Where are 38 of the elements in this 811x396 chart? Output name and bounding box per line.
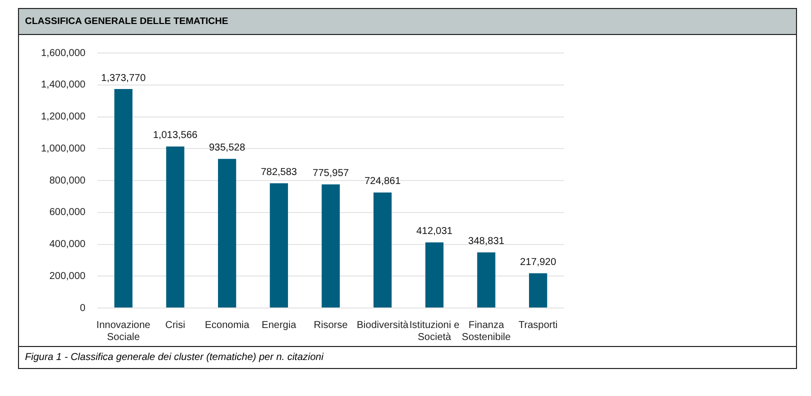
x-tick-label: Risorse	[314, 320, 348, 331]
x-tick-label: Istituzioni e Società	[409, 320, 460, 343]
data-label: 775,957	[312, 168, 350, 180]
y-tick-label: 1,200,000	[40, 112, 86, 122]
data-label: 1,373,770	[101, 72, 146, 84]
bar	[114, 89, 132, 308]
chart-title: CLASSIFICA GENERALE DELLE TEMATICHE	[19, 9, 796, 35]
y-tick-label: 400,000	[49, 239, 86, 250]
x-tick-label: Energia	[262, 320, 297, 331]
y-tick-label: 600,000	[49, 207, 86, 218]
data-label: 348,831	[468, 236, 505, 248]
x-tick-label: Crisi	[165, 320, 186, 331]
x-tick-label: Economia	[204, 320, 250, 331]
bar	[425, 242, 444, 308]
bar	[166, 146, 184, 308]
text: Figura 1 - Classifica generale dei cluster (tematiche) per n. citazioni	[19, 346, 796, 368]
data-label: 782,583	[260, 167, 298, 178]
y-tick-label: 1,000,000	[40, 143, 86, 154]
data-label: 412,031	[416, 226, 453, 238]
data-label: 1,013,566	[152, 130, 198, 142]
x-tick-label: Finanza Sostenibile	[462, 320, 512, 343]
y-tick-label: 0	[80, 302, 86, 314]
y-tick-label: 200,000	[49, 270, 86, 282]
data-label: 217,920	[520, 257, 557, 268]
y-tick-label: 800,000	[49, 175, 86, 186]
y-tick-label: 1,400,000	[40, 80, 86, 91]
bar	[270, 183, 288, 308]
data-label: 935,528	[208, 142, 246, 154]
bar	[477, 252, 496, 308]
bar	[529, 273, 548, 308]
bar	[374, 192, 392, 308]
data-label: 724,861	[364, 176, 402, 188]
x-tick-label: Innovazione Sociale	[96, 320, 151, 343]
bar	[218, 158, 236, 308]
y-tick-label: 1,600,000	[40, 48, 86, 59]
x-tick-label: Trasporti	[518, 320, 558, 331]
x-tick-label: Biodiversità	[356, 320, 409, 331]
bar	[322, 184, 340, 308]
